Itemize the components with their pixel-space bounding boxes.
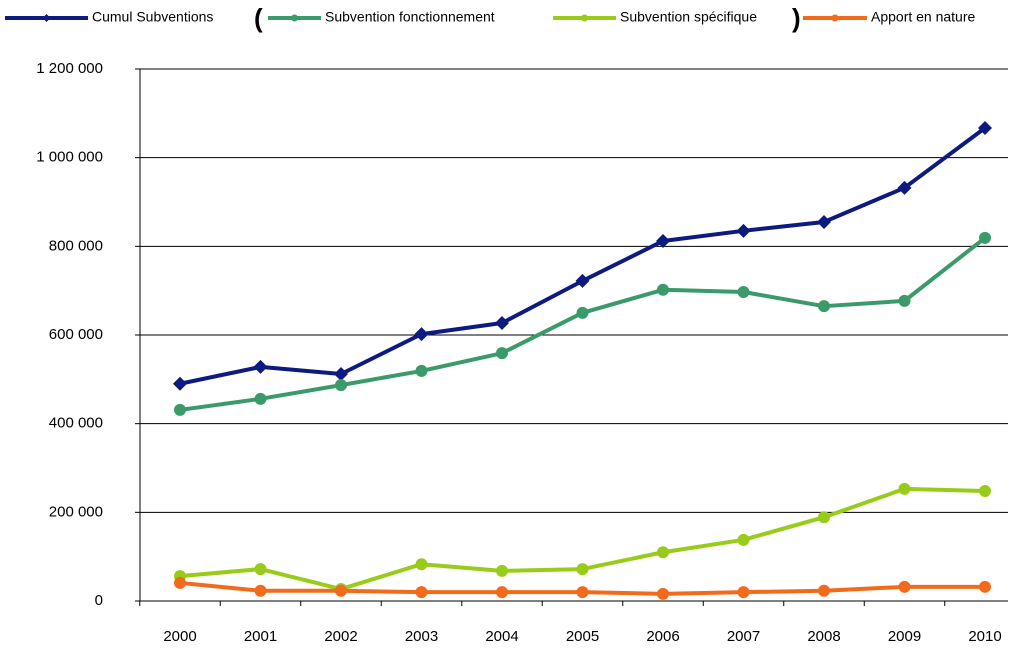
point-marker xyxy=(818,584,830,597)
point-marker xyxy=(657,587,669,600)
point-marker xyxy=(254,584,267,597)
y-tick-label: 1 000 000 xyxy=(36,149,103,166)
y-tick-label: 200 000 xyxy=(49,503,103,520)
point-marker xyxy=(415,586,428,599)
point-marker xyxy=(978,120,992,135)
x-tick-label: 2010 xyxy=(968,628,1001,645)
point-marker xyxy=(415,364,428,377)
point-marker xyxy=(898,294,911,307)
point-marker xyxy=(254,563,267,576)
x-tick-label: 2005 xyxy=(566,628,599,645)
point-marker xyxy=(335,584,347,597)
point-marker xyxy=(576,563,589,576)
x-tick-label: 2003 xyxy=(405,628,438,645)
point-marker xyxy=(898,580,911,593)
point-marker xyxy=(334,367,348,382)
legend-marker xyxy=(291,14,298,22)
legend-label: Subvention spécifique xyxy=(620,9,757,25)
legend-bracket: ( xyxy=(254,3,263,33)
y-tick-label: 800 000 xyxy=(49,237,103,254)
legend-label: Apport en nature xyxy=(871,9,976,25)
legend-label: Subvention fonctionnement xyxy=(325,9,495,25)
point-marker xyxy=(496,564,508,577)
point-marker xyxy=(979,485,991,498)
point-marker xyxy=(415,558,428,571)
point-marker xyxy=(495,316,509,331)
point-marker xyxy=(173,376,187,391)
y-tick-label: 600 000 xyxy=(49,326,103,343)
point-marker xyxy=(818,511,830,524)
legend-marker xyxy=(42,14,51,22)
x-tick-label: 2006 xyxy=(646,628,679,645)
point-marker xyxy=(575,273,590,288)
legend-marker xyxy=(831,14,839,22)
point-marker xyxy=(817,214,831,229)
y-tick-label: 0 xyxy=(95,592,103,609)
point-marker xyxy=(737,285,750,298)
point-marker xyxy=(496,347,508,360)
series-line xyxy=(179,236,987,412)
point-marker xyxy=(737,586,750,599)
point-marker xyxy=(576,586,589,599)
point-marker xyxy=(818,300,830,313)
x-tick-label: 2002 xyxy=(324,628,357,645)
point-marker xyxy=(736,223,751,238)
point-marker xyxy=(898,482,911,495)
series-line xyxy=(179,126,987,386)
point-marker xyxy=(656,234,670,249)
y-tick-label: 1 200 000 xyxy=(36,60,103,77)
point-marker xyxy=(897,180,912,195)
y-tick-label: 400 000 xyxy=(49,415,103,432)
x-tick-label: 2009 xyxy=(888,628,921,645)
point-marker xyxy=(657,546,669,559)
point-marker xyxy=(335,379,347,392)
point-marker xyxy=(979,231,991,244)
legend-marker xyxy=(581,14,588,22)
x-tick-label: 2008 xyxy=(807,628,840,645)
legend-label: Cumul Subventions xyxy=(92,9,213,25)
x-tick-label: 2004 xyxy=(485,628,518,645)
point-marker xyxy=(253,359,268,374)
point-marker xyxy=(174,403,186,416)
point-marker xyxy=(254,392,267,405)
point-marker xyxy=(496,586,508,599)
point-marker xyxy=(174,576,186,589)
x-tick-label: 2007 xyxy=(727,628,760,645)
point-marker xyxy=(737,533,750,546)
x-tick-label: 2000 xyxy=(163,628,196,645)
x-tick-label: 2001 xyxy=(244,628,277,645)
point-marker xyxy=(576,306,589,319)
point-marker xyxy=(657,283,669,296)
point-marker xyxy=(979,580,991,593)
legend-bracket: ) xyxy=(792,3,801,33)
point-marker xyxy=(414,327,429,342)
